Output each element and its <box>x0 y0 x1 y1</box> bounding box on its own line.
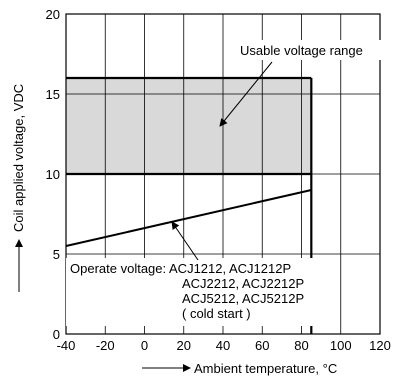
y-tick-label: 15 <box>46 87 60 102</box>
usable-voltage-range-area <box>66 78 312 174</box>
y-tick-label: 0 <box>53 327 60 342</box>
x-axis-title-group: Ambient temperature, °C <box>142 361 337 376</box>
usable-range-label: Usable voltage range <box>240 43 363 58</box>
usable-range-label-bg <box>236 40 384 60</box>
operate-label-line-2: ACJ2212, ACJ2212P <box>182 276 304 291</box>
y-tick-labels: 0 5 10 15 20 <box>46 7 60 342</box>
plot-frame <box>65 13 381 335</box>
x-tick-label: 0 <box>141 338 148 353</box>
x-tick-label: 20 <box>177 338 191 353</box>
x-axis-title: Ambient temperature, °C <box>194 361 337 376</box>
y-axis-title-group: Coil applied voltage, VDC <box>11 84 26 292</box>
operate-label-bg <box>66 258 322 326</box>
x-tick-label: 100 <box>330 338 352 353</box>
x-tick-label: 120 <box>369 338 391 353</box>
x-tick-label: 80 <box>294 338 308 353</box>
x-tick-label: -20 <box>96 338 115 353</box>
operate-arrow <box>171 221 199 261</box>
x-tick-label: -40 <box>57 338 76 353</box>
y-tick-label: 5 <box>53 247 60 262</box>
operate-voltage-line <box>65 189 312 247</box>
operate-label-line-3: ACJ5212, ACJ5212P <box>182 291 304 306</box>
y-tick-label: 10 <box>46 167 60 182</box>
operate-label-line-1: Operate voltage: ACJ1212, ACJ1212P <box>70 261 291 276</box>
x-tick-label: 60 <box>255 338 269 353</box>
y-tick-label: 20 <box>46 7 60 22</box>
usable-range-arrow <box>219 61 273 127</box>
x-tick-label: 40 <box>216 338 230 353</box>
x-tick-labels: -40 -20 0 20 40 60 80 100 120 <box>57 338 391 353</box>
operate-label-line-4: ( cold start ) <box>182 306 251 321</box>
y-axis-title: Coil applied voltage, VDC <box>11 84 26 232</box>
